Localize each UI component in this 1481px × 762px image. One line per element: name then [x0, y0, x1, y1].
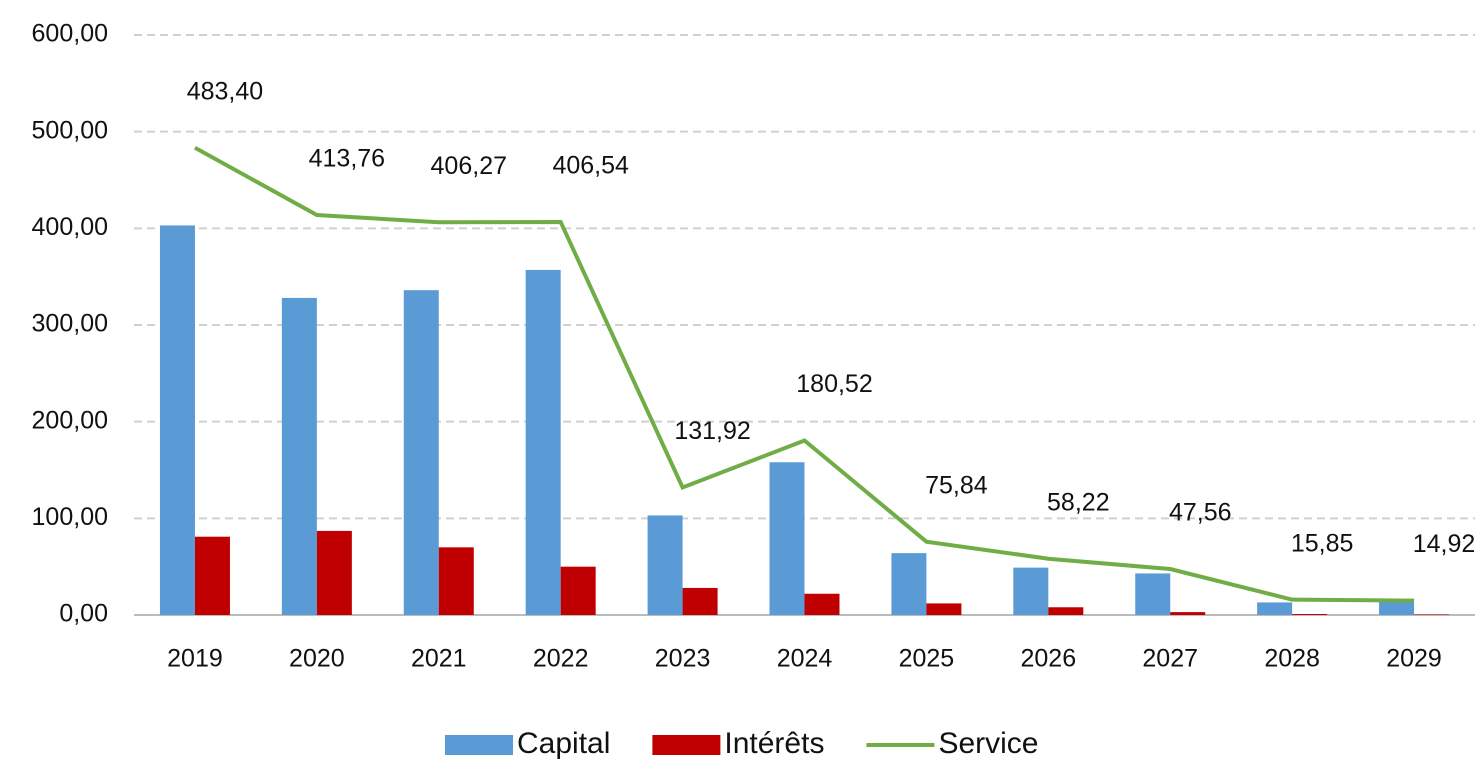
bar — [769, 462, 805, 615]
data-label: 14,92 — [1413, 530, 1476, 558]
y-tick-label: 300,00 — [32, 310, 108, 338]
data-label: 180,52 — [796, 370, 872, 398]
bar — [891, 553, 927, 615]
bar — [1048, 607, 1084, 615]
x-tick-label: 2026 — [1021, 645, 1077, 673]
x-tick-label: 2025 — [899, 645, 955, 673]
data-label: 47,56 — [1169, 499, 1232, 527]
y-tick-label: 600,00 — [32, 20, 108, 48]
bar — [1170, 612, 1206, 615]
legend-label: Intérêts — [724, 727, 824, 760]
x-tick-label: 2028 — [1264, 645, 1320, 673]
x-tick-label: 2029 — [1386, 645, 1442, 673]
data-label: 75,84 — [925, 471, 988, 499]
bar — [525, 269, 561, 615]
bar — [1379, 601, 1415, 615]
bar — [560, 566, 596, 615]
data-label: 131,92 — [674, 417, 750, 445]
data-label: 406,54 — [552, 152, 629, 180]
x-tick-label: 2024 — [777, 645, 833, 673]
data-label: 483,40 — [187, 77, 263, 105]
legend-swatch — [652, 735, 721, 755]
line — [193, 145, 1415, 603]
bar — [316, 530, 352, 615]
y-tick-label: 400,00 — [32, 213, 108, 241]
x-tick-label: 2023 — [655, 645, 711, 673]
x-tick-label: 2021 — [411, 645, 467, 673]
y-tick-label: 0,00 — [59, 600, 108, 628]
bar — [438, 547, 474, 615]
x-tick-label: 2020 — [289, 645, 345, 673]
bar — [403, 290, 439, 615]
bar — [1257, 602, 1293, 615]
data-label: 406,27 — [431, 152, 507, 180]
bar — [1013, 567, 1049, 615]
y-tick-label: 100,00 — [32, 503, 108, 531]
bar — [281, 297, 317, 615]
legend-label: Service — [938, 727, 1038, 760]
bar — [1135, 573, 1171, 615]
data-label: 58,22 — [1047, 488, 1110, 516]
y-tick-label: 200,00 — [32, 406, 108, 434]
x-tick-label: 2027 — [1142, 645, 1198, 673]
data-label: 413,76 — [309, 145, 385, 173]
data-label: 15,85 — [1291, 529, 1354, 557]
bar — [804, 593, 840, 615]
x-tick-label: 2022 — [533, 645, 589, 673]
bar — [159, 225, 195, 615]
bar — [647, 515, 683, 615]
bar — [1292, 614, 1328, 615]
legend-swatch — [445, 735, 513, 755]
bar — [926, 603, 962, 615]
bar — [682, 587, 718, 615]
y-tick-label: 500,00 — [32, 116, 108, 144]
x-tick-label: 2019 — [167, 645, 223, 673]
bar — [194, 536, 230, 615]
legend-label: Capital — [517, 727, 610, 760]
